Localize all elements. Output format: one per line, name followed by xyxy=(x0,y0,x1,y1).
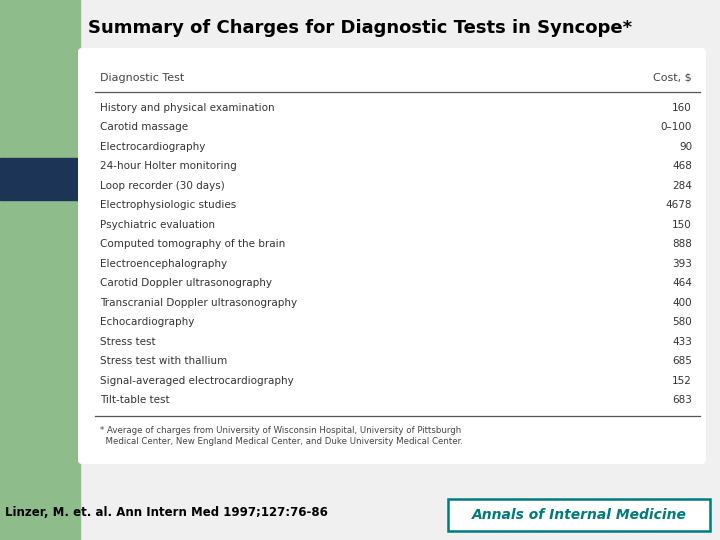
Text: Carotid massage: Carotid massage xyxy=(100,123,188,132)
Text: Electroencephalography: Electroencephalography xyxy=(100,259,227,269)
Text: 150: 150 xyxy=(672,220,692,230)
Text: Computed tomography of the brain: Computed tomography of the brain xyxy=(100,239,285,249)
Text: Transcranial Doppler ultrasonography: Transcranial Doppler ultrasonography xyxy=(100,298,297,308)
Text: 24-hour Holter monitoring: 24-hour Holter monitoring xyxy=(100,161,237,171)
Text: 90: 90 xyxy=(679,142,692,152)
Text: 284: 284 xyxy=(672,181,692,191)
Text: Diagnostic Test: Diagnostic Test xyxy=(100,73,184,83)
Text: 464: 464 xyxy=(672,278,692,288)
Text: Echocardiography: Echocardiography xyxy=(100,317,194,327)
Text: * Average of charges from University of Wisconsin Hospital, University of Pittsb: * Average of charges from University of … xyxy=(100,426,462,435)
Text: 0–100: 0–100 xyxy=(661,123,692,132)
Text: Stress test with thallium: Stress test with thallium xyxy=(100,356,228,366)
Text: Carotid Doppler ultrasonography: Carotid Doppler ultrasonography xyxy=(100,278,272,288)
Text: History and physical examination: History and physical examination xyxy=(100,103,274,113)
FancyBboxPatch shape xyxy=(448,499,710,531)
Text: 393: 393 xyxy=(672,259,692,269)
Bar xyxy=(0,158,78,200)
Text: Annals of Internal Medicine: Annals of Internal Medicine xyxy=(472,508,686,522)
Bar xyxy=(0,0,80,540)
Text: Stress test: Stress test xyxy=(100,336,156,347)
Text: Summary of Charges for Diagnostic Tests in Syncope*: Summary of Charges for Diagnostic Tests … xyxy=(88,19,632,37)
FancyBboxPatch shape xyxy=(78,48,706,464)
Text: Cost, $: Cost, $ xyxy=(653,73,692,83)
Text: Tilt-table test: Tilt-table test xyxy=(100,395,170,405)
Text: 580: 580 xyxy=(672,317,692,327)
Text: 685: 685 xyxy=(672,356,692,366)
Text: Electrophysiologic studies: Electrophysiologic studies xyxy=(100,200,236,211)
Text: 433: 433 xyxy=(672,336,692,347)
Text: 683: 683 xyxy=(672,395,692,405)
Text: Loop recorder (30 days): Loop recorder (30 days) xyxy=(100,181,225,191)
Text: Signal-averaged electrocardiography: Signal-averaged electrocardiography xyxy=(100,375,294,386)
Text: 4678: 4678 xyxy=(665,200,692,211)
Text: Linzer, M. et. al. Ann Intern Med 1997;127:76-86: Linzer, M. et. al. Ann Intern Med 1997;1… xyxy=(5,507,328,519)
Text: Medical Center, New England Medical Center, and Duke University Medical Center.: Medical Center, New England Medical Cent… xyxy=(100,437,463,446)
Text: 468: 468 xyxy=(672,161,692,171)
Text: 400: 400 xyxy=(672,298,692,308)
Text: Psychiatric evaluation: Psychiatric evaluation xyxy=(100,220,215,230)
Text: 152: 152 xyxy=(672,375,692,386)
Text: 160: 160 xyxy=(672,103,692,113)
Text: Electrocardiography: Electrocardiography xyxy=(100,142,205,152)
Text: 888: 888 xyxy=(672,239,692,249)
